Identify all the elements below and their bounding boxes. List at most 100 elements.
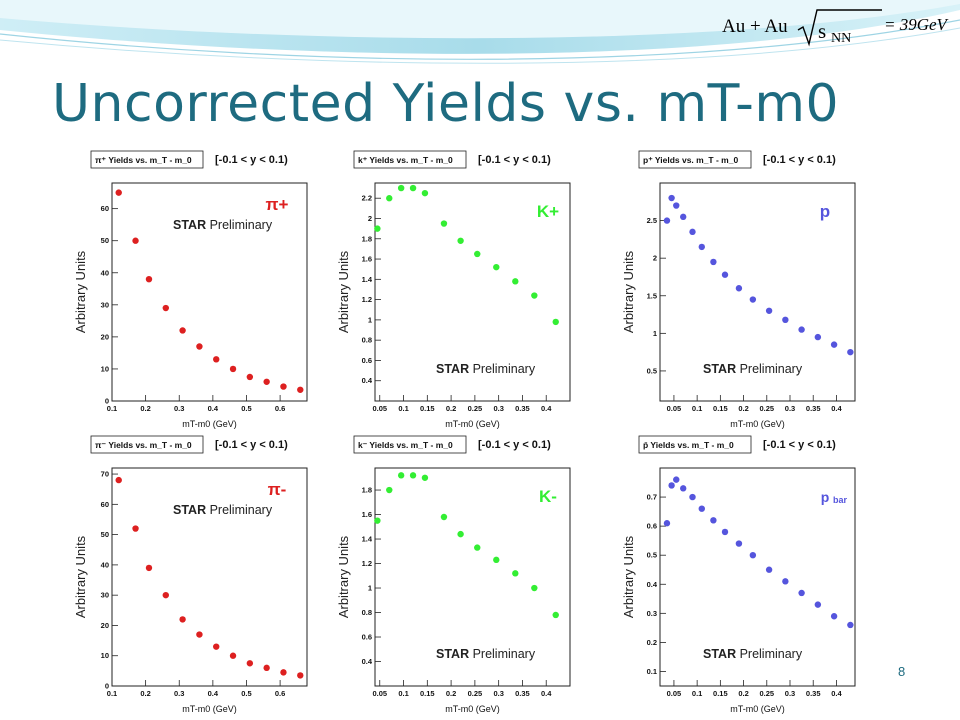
data-point [132, 237, 139, 244]
data-point [115, 476, 122, 484]
x-tick-label: 0.1 [107, 404, 117, 413]
y-tick-label: 2.5 [647, 216, 657, 225]
chart-title-box [638, 150, 752, 169]
particle-label: K- [539, 487, 557, 506]
y-tick-label: 50 [101, 530, 109, 539]
x-axis-label: mT-m0 (GeV) [730, 704, 785, 714]
x-tick-label: 0.5 [241, 404, 251, 413]
rapidity-range: [-0.1 < y < 0.1) [215, 439, 288, 451]
data-point [145, 275, 153, 283]
svg-text:s: s [818, 19, 826, 43]
data-point [440, 513, 448, 521]
chart-title: π⁻ Yields vs. m_T - m_0 [95, 440, 192, 450]
x-tick-label: 0.2 [140, 404, 150, 413]
y-tick-label: 60 [101, 204, 109, 213]
y-tick-label: 0.3 [647, 609, 657, 618]
star-preliminary-label: STAR Preliminary [436, 647, 536, 661]
x-tick-label: 0.3 [493, 689, 503, 698]
x-tick-label: 0.35 [515, 689, 530, 698]
data-point [749, 296, 757, 303]
data-point [710, 258, 717, 266]
data-point [814, 601, 822, 608]
data-point [689, 493, 696, 501]
y-axis-label: Arbitrary Units [73, 535, 88, 618]
chart-pi-minus: π⁻ Yields vs. m_T - m_0 [-0.1 < y < 0.1) 0… [55, 432, 325, 714]
star-preliminary-label: STAR Preliminary [703, 362, 803, 376]
data-point [179, 616, 186, 623]
data-point [409, 184, 417, 192]
data-point [374, 517, 381, 524]
svg-text:NN: NN [831, 31, 851, 46]
x-tick-label: 0.3 [174, 689, 184, 698]
data-point [493, 263, 500, 271]
x-tick-label: 0.4 [541, 404, 552, 413]
data-point [680, 485, 687, 492]
y-tick-label: 1.6 [362, 255, 372, 264]
x-tick-label: 0.2 [140, 689, 150, 698]
rapidity-range: [-0.1 < y < 0.1) [763, 439, 836, 451]
chart-title-box [353, 150, 467, 169]
x-tick-label: 0.25 [759, 689, 774, 698]
data-point [145, 564, 153, 572]
y-tick-label: 1.4 [362, 275, 373, 284]
chart-title: p̄ Yields vs. m_T - m_0 [643, 440, 734, 450]
x-tick-label: 0.1 [398, 689, 408, 698]
data-point [474, 544, 481, 551]
y-tick-label: 1 [368, 315, 372, 324]
plot-frame [659, 182, 856, 402]
y-tick-label: 70 [101, 470, 109, 479]
data-point [512, 570, 519, 577]
rapidity-range: [-0.1 < y < 0.1) [478, 439, 551, 451]
star-preliminary-label: STAR Preliminary [173, 218, 273, 232]
y-tick-label: 30 [101, 300, 109, 309]
data-point [397, 184, 405, 192]
data-point [735, 540, 743, 547]
data-point [196, 343, 203, 350]
y-tick-label: 1 [653, 329, 657, 338]
x-tick-label: 0.1 [692, 404, 702, 413]
data-point [493, 556, 500, 564]
svg-text:Au + Au: Au + Au [722, 16, 788, 37]
x-tick-label: 0.35 [806, 404, 821, 413]
rapidity-range: [-0.1 < y < 0.1) [763, 154, 836, 166]
chart-title-box [90, 150, 204, 169]
y-tick-label: 1.2 [362, 559, 372, 568]
data-point [749, 552, 757, 559]
chart-k-plus: k⁺ Yields vs. m_T - m_0 [-0.1 < y < 0.1) 0… [318, 147, 588, 429]
y-axis-label: Arbitrary Units [621, 250, 636, 333]
y-tick-label: 0.8 [362, 608, 372, 617]
y-tick-label: 2 [653, 254, 657, 263]
data-point [246, 660, 254, 667]
data-point [663, 217, 671, 224]
particle-label: π+ [266, 195, 289, 214]
star-preliminary-label: STAR Preliminary [436, 362, 536, 376]
chart-title: π⁺ Yields vs. m_T - m_0 [95, 155, 192, 165]
x-tick-label: 0.15 [420, 689, 435, 698]
y-axis-label: Arbitrary Units [336, 250, 351, 333]
x-tick-label: 0.4 [208, 689, 219, 698]
x-tick-label: 0.15 [713, 689, 728, 698]
data-point [162, 591, 169, 599]
data-point [162, 304, 169, 312]
y-tick-label: 1.8 [362, 234, 372, 243]
slide-title: Uncorrected Yields vs. mT-m0 [52, 74, 840, 134]
rapidity-range: [-0.1 < y < 0.1) [215, 154, 288, 166]
x-tick-label: 0.15 [420, 404, 435, 413]
data-point [132, 525, 139, 532]
data-point [457, 530, 464, 538]
chart-proton: p⁺ Yields vs. m_T - m_0 [-0.1 < y < 0.1) 0… [603, 147, 873, 429]
data-point [246, 373, 254, 381]
chart-title: k⁺ Yields vs. m_T - m_0 [358, 155, 453, 165]
y-tick-label: 0.6 [647, 522, 657, 531]
data-point [229, 365, 237, 373]
data-point [673, 202, 680, 209]
particle-label-subscript: bar [833, 495, 848, 505]
star-preliminary-label: STAR Preliminary [703, 647, 803, 661]
chart-title-box [638, 435, 752, 454]
chart-antiproton: p̄ Yields vs. m_T - m_0 [-0.1 < y < 0.1) 0… [603, 432, 873, 714]
data-point [814, 333, 822, 341]
x-tick-label: 0.25 [759, 404, 774, 413]
data-point [297, 672, 304, 679]
y-tick-label: 0.2 [647, 638, 657, 647]
y-tick-label: 1.6 [362, 510, 372, 519]
